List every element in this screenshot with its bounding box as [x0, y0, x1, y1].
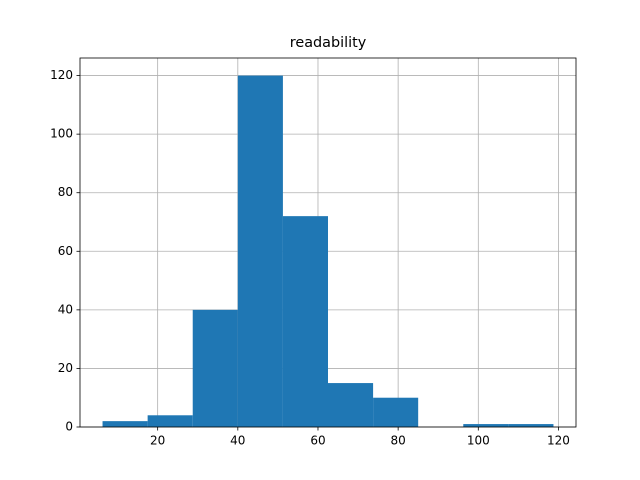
bar — [192, 309, 238, 427]
bar — [463, 424, 509, 427]
x-tick-label: 60 — [310, 434, 325, 448]
x-tick-label: 100 — [467, 434, 490, 448]
bar — [282, 216, 328, 427]
bar — [508, 424, 554, 427]
y-tick-label: 80 — [58, 185, 73, 199]
y-tick-label: 40 — [58, 302, 73, 316]
y-tick-label: 20 — [58, 361, 73, 375]
bar — [237, 75, 283, 428]
y-tick-label: 0 — [65, 420, 73, 434]
x-tick-label: 40 — [230, 434, 245, 448]
y-tick-label: 100 — [50, 127, 73, 141]
x-tick-label: 80 — [391, 434, 406, 448]
x-tick-label: 120 — [547, 434, 570, 448]
plot-frame — [79, 57, 577, 428]
y-tick-label: 60 — [58, 244, 73, 258]
bar — [328, 383, 374, 427]
x-tick-label: 20 — [150, 434, 165, 448]
bar — [373, 397, 419, 427]
bar — [102, 421, 148, 427]
y-tick-label: 120 — [50, 68, 73, 82]
chart-title: readability — [290, 35, 367, 51]
bar — [147, 415, 193, 427]
